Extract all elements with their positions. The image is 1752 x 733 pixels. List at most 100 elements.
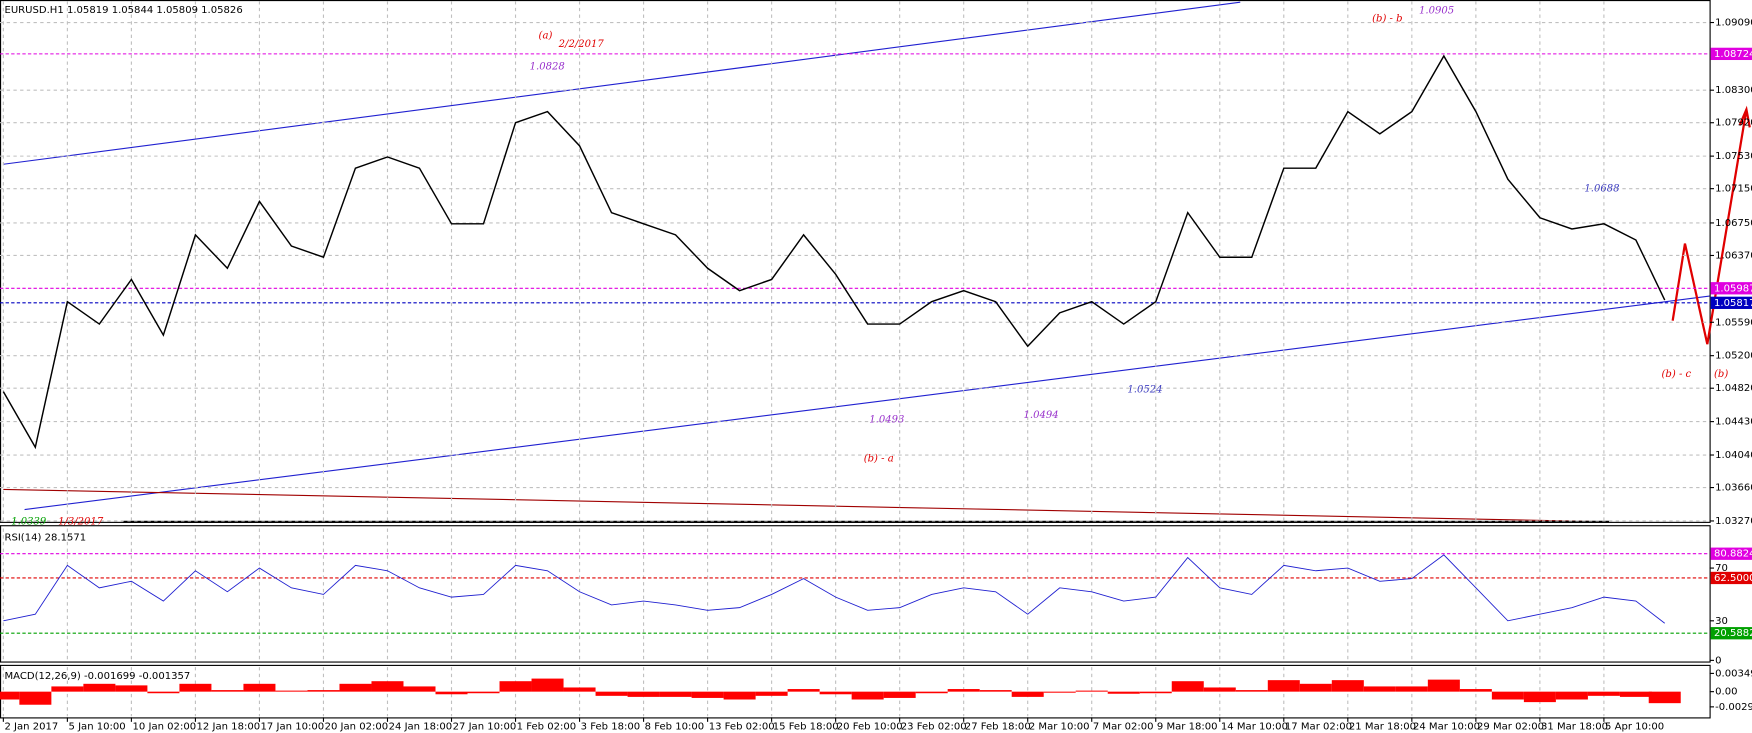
histogram-bar (1011, 691, 1044, 697)
histogram-bar (499, 681, 532, 692)
annotation: (a) (539, 30, 553, 41)
red-trendline (3, 488, 1609, 523)
histogram-bar (563, 687, 596, 692)
level-label: 62.5000 (1714, 573, 1752, 584)
x-tick-label: 5 Apr 10:00 (1605, 721, 1664, 732)
x-tick-label: 12 Jan 18:00 (197, 721, 261, 732)
histogram-bar (947, 689, 980, 692)
panel-title: MACD(12,26,9) -0.001699 -0.001357 (4, 671, 190, 682)
histogram-bar (1523, 691, 1556, 703)
panel-title: EURUSD.H1 1.05819 1.05844 1.05809 1.0582… (4, 5, 242, 16)
upper-trendline (3, 1, 1241, 165)
histogram-bar (51, 686, 84, 692)
histogram-bar (1363, 686, 1396, 692)
annotation: 1/3/2017 (58, 516, 104, 527)
annotation: (b) - c (1661, 369, 1691, 380)
x-tick-label: 9 Mar 18:00 (1157, 721, 1218, 732)
histogram-bar (627, 691, 660, 697)
annotation: 2/2/2017 (558, 39, 605, 50)
histogram-bar (403, 686, 436, 692)
x-tick-label: 7 Mar 02:00 (1093, 721, 1154, 732)
y-tick-label: 1.03270 (1715, 516, 1752, 527)
histogram-bar (83, 683, 116, 692)
x-tick-label: 10 Jan 02:00 (133, 721, 197, 732)
histogram-bar (435, 691, 468, 695)
histogram-bar (1139, 691, 1172, 694)
y-tick-label: 1.09090 (1715, 18, 1752, 29)
x-tick-label: 2 Mar 10:00 (1029, 721, 1090, 732)
histogram-bar (755, 691, 788, 696)
x-tick-label: 17 Mar 02:00 (1285, 721, 1352, 732)
histogram-bar (243, 683, 276, 692)
projection (1671, 109, 1748, 345)
histogram-bar (307, 690, 340, 692)
histogram-bar (1395, 686, 1428, 692)
lower-trendline (24, 295, 1710, 511)
histogram-bar (883, 691, 916, 698)
x-tick-label: 27 Feb 18:00 (965, 721, 1031, 732)
histogram-bar (147, 691, 180, 694)
y-tick-label: 1.06370 (1715, 250, 1752, 261)
histogram-bar (179, 683, 212, 692)
y-tick-label: 1.05590 (1715, 317, 1752, 328)
histogram-bar (115, 685, 148, 692)
main-frame (0, 0, 1711, 523)
y-tick-label: 1.05200 (1715, 351, 1752, 362)
y-tick-label: 1.06750 (1715, 218, 1752, 229)
y-tick-label: 0 (1715, 655, 1721, 666)
x-tick-label: 17 Jan 10:00 (261, 721, 325, 732)
histogram-bar (1491, 691, 1524, 700)
x-tick-label: 31 Mar 18:00 (1541, 721, 1608, 732)
annotation: 1.0493 (869, 415, 904, 426)
y-tick-label: 1.08300 (1715, 85, 1752, 96)
histogram-bar (819, 691, 852, 695)
histogram-bar (211, 690, 244, 692)
x-tick-label: 13 Feb 02:00 (709, 721, 775, 732)
histogram-bar (1075, 690, 1108, 692)
histogram-bar (1459, 689, 1492, 692)
y-tick-label: 0.00 (1715, 687, 1737, 698)
level-box (1710, 282, 1752, 295)
x-tick-label: 20 Jan 02:00 (325, 721, 389, 732)
y-tick-label: 1.04430 (1715, 417, 1752, 428)
level-label: 1.05817 (1714, 298, 1752, 309)
level-label: 1.05987 (1714, 283, 1752, 294)
y-tick-label: -0.002907 (1715, 702, 1752, 713)
y-tick-label: 70 (1715, 563, 1728, 574)
series-line (3, 554, 1666, 624)
histogram-bar (19, 691, 52, 705)
x-tick-label: 1 Feb 02:00 (517, 721, 577, 732)
annotation: (b) (1714, 369, 1728, 380)
x-tick-label: 21 Mar 18:00 (1349, 721, 1416, 732)
histogram-bar (1555, 691, 1588, 700)
histogram-bar (1331, 680, 1364, 692)
histogram-bar (1619, 691, 1652, 697)
x-tick-label: 29 Mar 02:00 (1477, 721, 1544, 732)
histogram-bar (1648, 691, 1681, 704)
level-box (1710, 571, 1752, 585)
y-tick-label: 1.07530 (1715, 151, 1752, 162)
level-box (1710, 627, 1752, 640)
y-tick-label: 1.03660 (1715, 483, 1752, 494)
y-tick-label: 1.07150 (1715, 184, 1752, 195)
annotation: 1.0828 (530, 62, 566, 73)
histogram-bar (1235, 690, 1268, 692)
histogram-bar (1171, 681, 1204, 692)
projection-arrow (1738, 105, 1751, 128)
level-box (1710, 47, 1752, 61)
x-tick-label: 24 Jan 18:00 (389, 721, 453, 732)
histogram-bar (371, 681, 404, 692)
x-tick-label: 20 Feb 10:00 (837, 721, 903, 732)
histogram-bar (1203, 687, 1236, 692)
annotation: (b) - b (1372, 13, 1402, 24)
histogram-bar (339, 683, 372, 692)
histogram-bar (979, 690, 1012, 692)
x-tick-label: 15 Feb 18:00 (773, 721, 839, 732)
series-line (2, 54, 1666, 450)
panel-title: RSI(14) 28.1571 (4, 532, 86, 543)
x-tick-label: 2 Jan 2017 (4, 721, 58, 732)
x-tick-label: 5 Jan 10:00 (68, 721, 125, 732)
